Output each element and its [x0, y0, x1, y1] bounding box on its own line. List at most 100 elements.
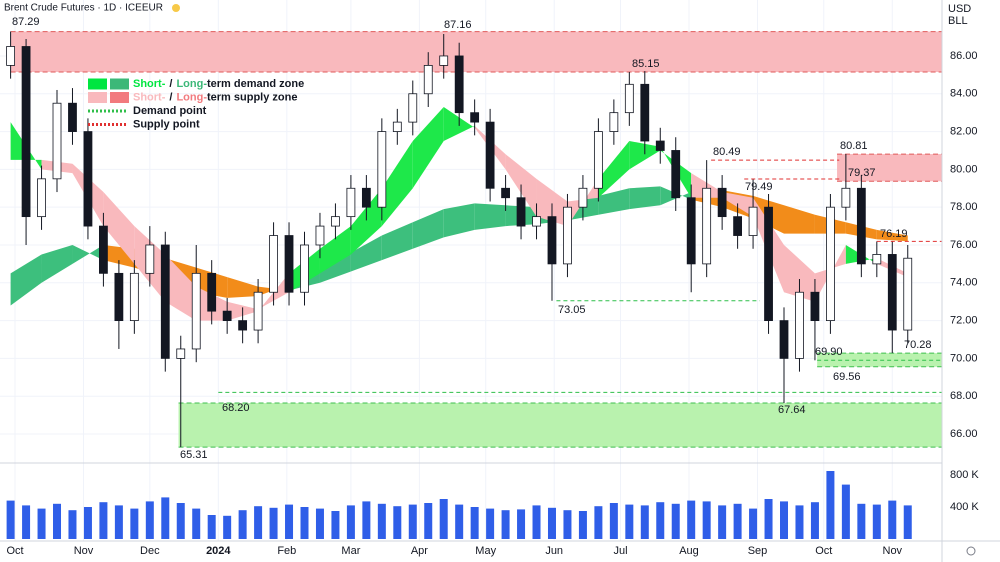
x-tick-label: Nov [74, 545, 94, 557]
volume-bar [408, 504, 417, 539]
candle-body [21, 46, 31, 218]
candle-body [176, 348, 186, 359]
candle-body [315, 225, 325, 246]
volume-bar [176, 503, 185, 539]
candle-body [686, 197, 696, 265]
legend-part: Short- [133, 78, 166, 90]
candle-body [609, 112, 619, 132]
x-tick-label: Apr [411, 545, 428, 557]
legend-part: Long- [176, 78, 207, 90]
candle-body [454, 55, 464, 114]
ma-band [165, 254, 197, 321]
candle-body [238, 320, 248, 331]
candle-body [207, 272, 217, 312]
candle-body [423, 65, 433, 95]
ma-band [381, 141, 413, 227]
ma-band [10, 122, 42, 170]
legend-part: / [169, 91, 172, 103]
volume-bar [594, 506, 603, 539]
volume-bar [362, 501, 371, 539]
level-label: 69.90 [815, 346, 843, 358]
ma-band [319, 252, 351, 283]
ma-band [629, 186, 661, 210]
volume-bar [331, 511, 340, 539]
candle-body [470, 112, 480, 123]
volume-bar [609, 503, 618, 539]
volume-tick-label: 400 K [950, 501, 979, 513]
ma-band [876, 229, 908, 242]
volume-bar [439, 499, 448, 539]
candle-body [655, 140, 665, 151]
y-tick-label: 86.00 [950, 50, 978, 62]
volume-bar [517, 509, 526, 539]
level-label: 85.15 [632, 58, 660, 70]
volume-bar [578, 511, 587, 539]
x-tick-label: Oct [815, 545, 832, 557]
y-tick-label: 82.00 [950, 125, 978, 137]
status-icon [172, 4, 180, 12]
legend-label: Short- / Long-term demand zone [133, 78, 304, 90]
candle-body [671, 150, 681, 199]
unit[interactable]: BLL [948, 15, 968, 27]
candle-body [99, 225, 108, 274]
ma-band [103, 192, 135, 264]
candle-body [392, 121, 402, 132]
candle-body [516, 197, 526, 227]
y-tick-label: 74.00 [950, 277, 978, 289]
candle-body [485, 121, 495, 189]
candle-body [269, 235, 278, 293]
candle-body [114, 272, 124, 322]
level-label: 68.20 [222, 402, 250, 414]
level-label: 67.64 [778, 404, 806, 416]
volume-bar [903, 505, 912, 539]
candle-body [717, 187, 727, 218]
legend-swatch [88, 78, 107, 90]
y-tick-label: 84.00 [950, 88, 978, 100]
volume-bar [424, 503, 433, 539]
x-tick-label: Jul [613, 545, 627, 557]
ma-band [598, 188, 630, 215]
level-label: 87.16 [444, 19, 472, 31]
volume-bar [223, 515, 232, 539]
legend-part: Supply point [133, 118, 200, 130]
y-tick-label: 68.00 [950, 390, 978, 402]
volume-bar [780, 501, 789, 539]
volume-bar [192, 508, 201, 539]
legend-swatch [110, 78, 129, 90]
currency[interactable]: USD [948, 3, 971, 15]
candle-body [83, 131, 93, 227]
candle-body [129, 272, 139, 322]
candle-body [222, 310, 232, 322]
volume-bar [145, 501, 154, 539]
candle-body [764, 206, 773, 322]
candle-body [145, 244, 155, 274]
x-tick-label: Nov [883, 545, 903, 557]
volume-bar [718, 505, 727, 539]
volume-bar [161, 497, 170, 539]
y-tick-label: 78.00 [950, 201, 978, 213]
legend-part: Long- [176, 91, 207, 103]
volume-bar [640, 505, 649, 539]
candle-body [361, 187, 371, 208]
ma-band [784, 244, 815, 302]
legend-swatch [88, 92, 107, 103]
legend-swatch [110, 92, 129, 103]
volume-tick-label: 800 K [950, 469, 979, 481]
volume-bar [68, 510, 77, 539]
volume-bar [393, 506, 402, 539]
level-label: 65.31 [180, 449, 208, 461]
ma-band [412, 209, 444, 249]
candle-body [841, 187, 851, 208]
settings-icon[interactable] [966, 546, 976, 556]
volume-bar [532, 505, 541, 539]
ma-band [443, 203, 475, 238]
level-label: 76.19 [880, 228, 908, 240]
candle-body [191, 272, 201, 350]
volume-bar [455, 504, 464, 539]
candle-body [532, 216, 541, 227]
volume-bar [238, 510, 247, 539]
candle-body [856, 187, 866, 265]
candle-body [331, 216, 340, 227]
candle-body [640, 83, 650, 142]
